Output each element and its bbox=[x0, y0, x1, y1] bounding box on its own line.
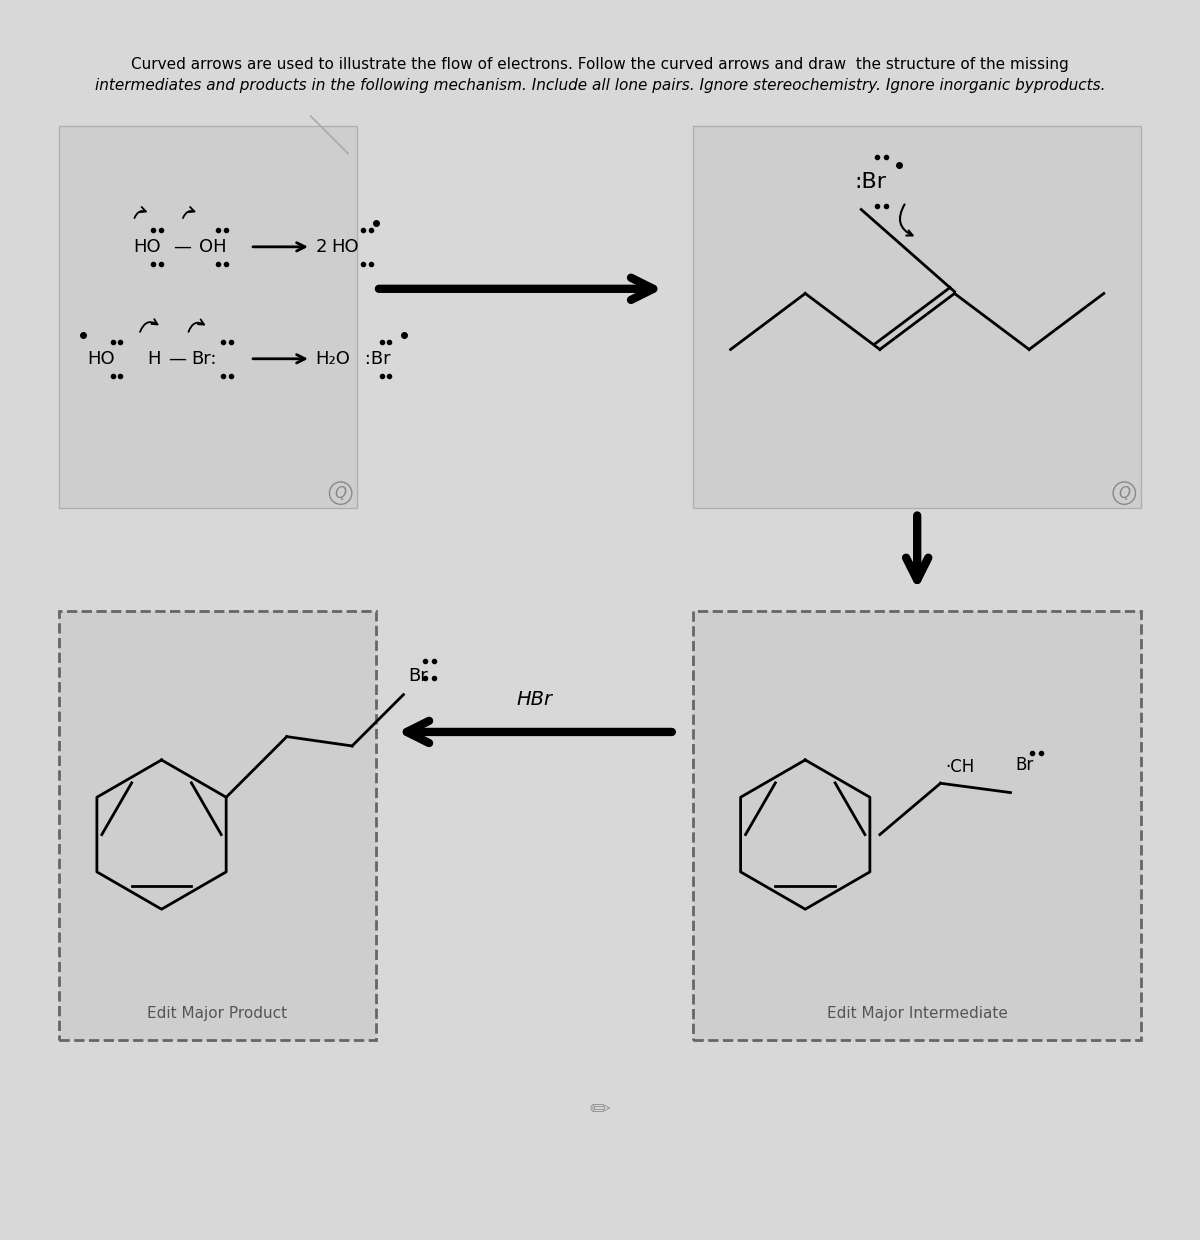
Text: Edit Major Intermediate: Edit Major Intermediate bbox=[827, 1006, 1008, 1022]
Text: Br: Br bbox=[408, 667, 428, 686]
Text: ✏: ✏ bbox=[589, 1097, 611, 1122]
Text: H: H bbox=[148, 350, 161, 368]
Text: :Br: :Br bbox=[359, 350, 391, 368]
Text: —: — bbox=[173, 238, 191, 255]
Text: Edit Major Product: Edit Major Product bbox=[148, 1006, 288, 1022]
Text: —: — bbox=[168, 350, 186, 368]
Text: 2: 2 bbox=[316, 238, 326, 255]
Bar bbox=[694, 125, 1141, 508]
Text: ·CH: ·CH bbox=[946, 758, 974, 776]
Text: Curved arrows are used to illustrate the flow of electrons. Follow the curved ar: Curved arrows are used to illustrate the… bbox=[131, 57, 1069, 72]
Bar bbox=[59, 610, 376, 1040]
Text: Q: Q bbox=[1118, 486, 1130, 501]
Text: Br:: Br: bbox=[191, 350, 217, 368]
Text: Br: Br bbox=[1015, 756, 1033, 774]
Text: intermediates and products in the following mechanism. Include all lone pairs. I: intermediates and products in the follow… bbox=[95, 78, 1105, 93]
Bar bbox=[694, 610, 1141, 1040]
Text: HBr: HBr bbox=[517, 689, 553, 709]
Text: HO: HO bbox=[331, 238, 359, 255]
Text: H₂O: H₂O bbox=[316, 350, 350, 368]
Text: OH: OH bbox=[199, 238, 227, 255]
Text: :Br: :Br bbox=[854, 171, 887, 191]
Text: HO: HO bbox=[86, 350, 114, 368]
Text: Q: Q bbox=[335, 486, 347, 501]
Text: HO: HO bbox=[133, 238, 161, 255]
Bar bbox=[59, 125, 358, 508]
